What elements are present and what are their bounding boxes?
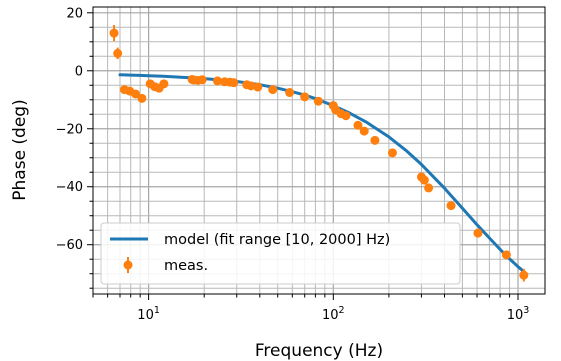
legend-model-label: model (fit range [10, 2000] Hz) (164, 232, 390, 248)
plot-series (109, 24, 529, 282)
x-tick-label: 103 (507, 305, 530, 323)
plot-frame (92, 6, 546, 295)
y-tick-label: −60 (56, 238, 83, 253)
axis-ticks: 101 102 103 20 0 −20 −40 −60 (56, 6, 530, 323)
meas-point (131, 89, 141, 99)
meas-point (387, 148, 397, 158)
model-line (118, 73, 528, 275)
legend-box (100, 222, 461, 285)
meas-point (446, 201, 456, 211)
x-axis-title: Frequency (Hz) (255, 341, 383, 361)
meas-point (109, 28, 119, 38)
meas-point (197, 75, 207, 85)
legend-meas-marker (123, 260, 133, 270)
meas-point (137, 93, 147, 103)
legend-meas-label: meas. (164, 258, 208, 274)
y-tick-label: 20 (66, 6, 83, 21)
meas-point (519, 270, 529, 280)
meas-point (253, 82, 263, 92)
legend: model (fit range [10, 2000] Hz) meas. (100, 222, 461, 285)
meas-point (159, 79, 169, 89)
meas-point (419, 175, 429, 185)
meas-point (353, 120, 363, 130)
x-tick-label: 101 (137, 305, 160, 323)
meas-point (268, 85, 278, 95)
meas-point (424, 183, 434, 193)
meas-point (229, 78, 239, 88)
meas-point (212, 76, 222, 86)
y-axis-title: Phase (deg) (10, 99, 30, 200)
meas-point (313, 96, 323, 106)
meas-point (285, 88, 295, 98)
meas-point (113, 48, 123, 58)
y-tick-label: −40 (56, 180, 83, 195)
meas-point (359, 126, 369, 136)
y-tick-label: 0 (75, 64, 83, 79)
meas-point (370, 135, 380, 145)
y-tick-label: −20 (56, 122, 83, 137)
meas-point (300, 92, 310, 102)
meas-point (501, 250, 511, 260)
meas-point (341, 111, 351, 121)
meas-point (473, 228, 483, 238)
meas-point (246, 81, 256, 91)
x-tick-label: 102 (322, 305, 345, 323)
